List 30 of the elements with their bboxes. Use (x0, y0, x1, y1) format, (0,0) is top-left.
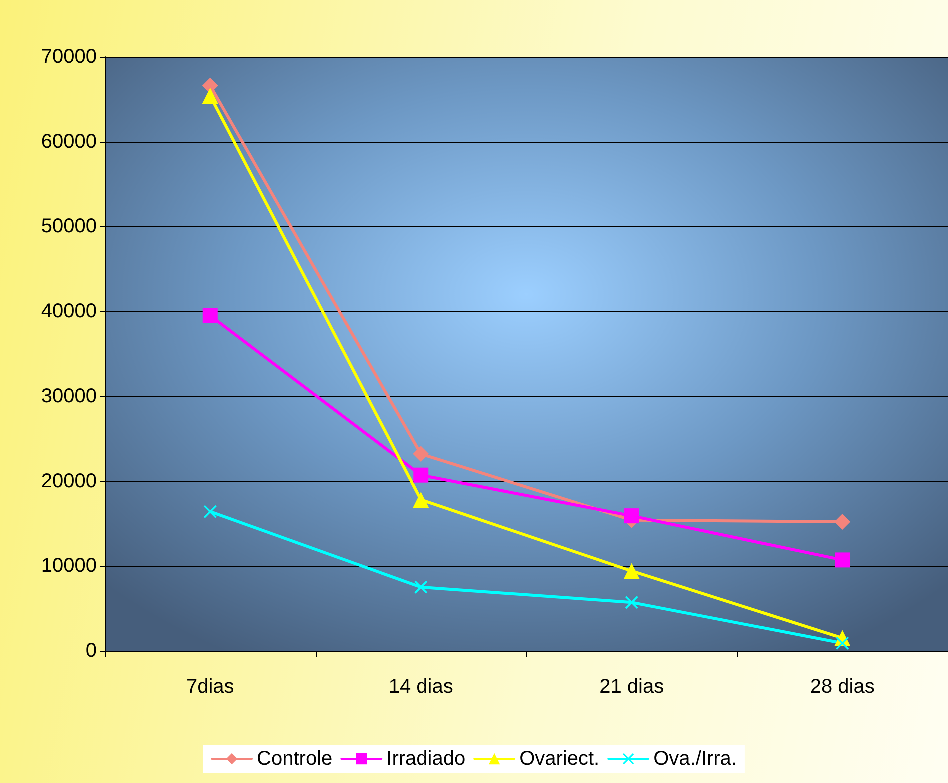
point (202, 78, 218, 94)
legend-label: Controle (257, 748, 333, 770)
point (624, 563, 640, 580)
point (836, 636, 850, 650)
point (414, 580, 428, 594)
y-tick-label: 0 (86, 640, 97, 662)
x-tick-label: 21 dias (600, 676, 664, 698)
point (202, 308, 218, 324)
point (834, 514, 851, 530)
point (624, 508, 640, 524)
y-tick-label: 50000 (41, 216, 97, 238)
point (413, 492, 430, 508)
point (835, 552, 850, 568)
point (625, 596, 638, 610)
point (414, 468, 429, 483)
legend-label: Ova./Irra. (654, 748, 737, 770)
x-tick-label: 7dias (186, 676, 234, 698)
y-tick-label: 70000 (41, 46, 97, 68)
legend-label: Irradiado (386, 748, 466, 770)
x-tick-label: 28 dias (810, 676, 875, 698)
y-tick-label: 60000 (41, 130, 97, 153)
y-tick-label: 30000 (41, 385, 97, 408)
y-tick-label: 20000 (41, 470, 97, 492)
x-tick-label: 14 dias (388, 676, 454, 698)
point (202, 88, 218, 104)
y-tick-label: 40000 (41, 300, 97, 323)
y-tick-label: 10000 (41, 555, 97, 578)
legend-label: Ovariect. (520, 748, 600, 770)
point (204, 505, 217, 518)
point (413, 446, 430, 462)
